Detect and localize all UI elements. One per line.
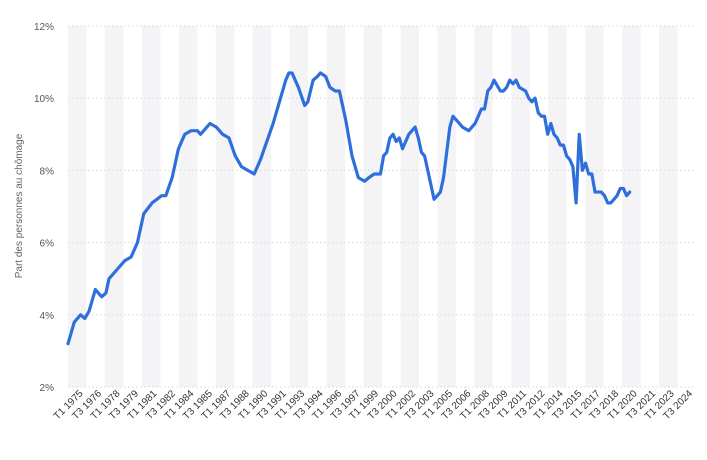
plot-band [68,26,87,387]
plot-bands [68,26,678,387]
y-axis-label: Part des personnes au chômage [14,133,25,278]
plot-band [474,26,493,387]
plot-band [178,26,198,387]
plot-band [326,26,346,387]
plot-band [400,26,419,387]
plot-band [289,26,309,387]
plot-band [437,26,456,387]
plot-band [363,26,382,387]
y-tick-label: 10% [34,94,54,105]
plot-band [252,26,272,387]
y-tick-label: 2% [40,383,55,394]
plot-band [548,26,567,387]
y-tick-label: 6% [40,239,55,250]
plot-band [659,26,678,387]
plot-band [215,26,235,387]
y-tick-label: 4% [40,311,55,322]
plot-band [511,26,530,387]
plot-band [585,26,604,387]
plot-band [104,26,124,387]
series-line [66,71,632,346]
y-axis-ticks: 2% 4% 6% 8% 10% 12% [34,22,54,394]
plot-band [622,26,641,387]
series-lines [66,71,632,346]
y-tick-label: 8% [40,166,55,177]
y-tick-label: 12% [34,22,54,33]
